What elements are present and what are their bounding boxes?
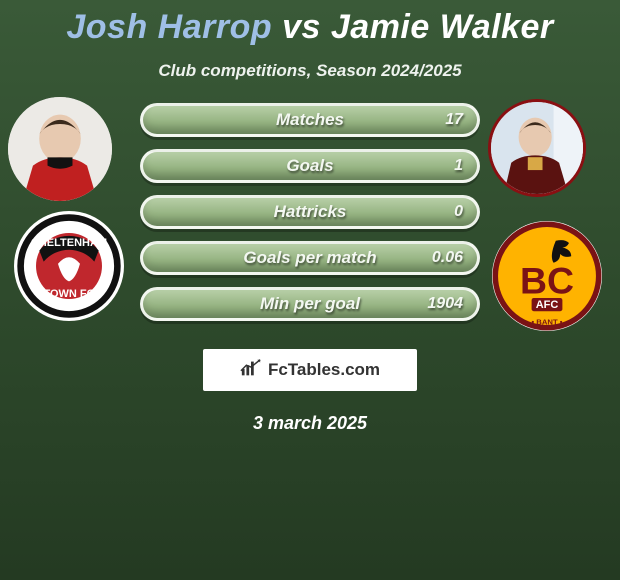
- page-title: Josh Harrop vs Jamie Walker: [0, 0, 620, 47]
- stat-bars: Matches 17 Goals 1 Hattricks 0 Goals per…: [140, 103, 480, 333]
- svg-text:CHELTENHAM: CHELTENHAM: [31, 237, 107, 249]
- title-player1: Josh Harrop: [66, 8, 272, 46]
- player-left-avatar: [8, 97, 112, 201]
- stat-value-right: 17: [445, 111, 463, 129]
- stat-label: Hattricks: [274, 202, 347, 222]
- club-left-crest: CHELTENHAM TOWN FC: [14, 211, 124, 321]
- title-player2: Jamie Walker: [331, 8, 554, 46]
- svg-text:BC: BC: [520, 260, 574, 302]
- stat-row: Min per goal 1904: [140, 287, 480, 321]
- stat-row: Goals per match 0.06: [140, 241, 480, 275]
- svg-text:AFC: AFC: [536, 299, 559, 311]
- stat-row: Goals 1: [140, 149, 480, 183]
- player-right-avatar: [488, 99, 586, 197]
- comparison-card: Josh Harrop vs Jamie Walker Club competi…: [0, 0, 620, 580]
- stat-row: Hattricks 0: [140, 195, 480, 229]
- stat-value-right: 1904: [427, 295, 463, 313]
- chart-icon: [240, 358, 262, 383]
- mid-section: CHELTENHAM TOWN FC BC AFC: [0, 103, 620, 343]
- brand-box: FcTables.com: [203, 349, 417, 391]
- stat-value-right: 1: [454, 157, 463, 175]
- stat-label: Matches: [276, 110, 344, 130]
- stat-value-right: 0: [454, 203, 463, 221]
- stat-label: Goals: [286, 156, 333, 176]
- brand-text: FcTables.com: [268, 360, 380, 380]
- stat-label: Min per goal: [260, 294, 360, 314]
- svg-text:TOWN FC: TOWN FC: [43, 288, 94, 300]
- title-vs: vs: [282, 8, 321, 46]
- stat-label: Goals per match: [243, 248, 376, 268]
- date-text: 3 march 2025: [0, 413, 620, 434]
- stat-row: Matches 17: [140, 103, 480, 137]
- svg-text:• BANT •: • BANT •: [531, 317, 562, 326]
- club-right-crest: BC AFC • BANT •: [492, 221, 602, 331]
- subtitle: Club competitions, Season 2024/2025: [0, 61, 620, 81]
- stat-value-right: 0.06: [432, 249, 463, 267]
